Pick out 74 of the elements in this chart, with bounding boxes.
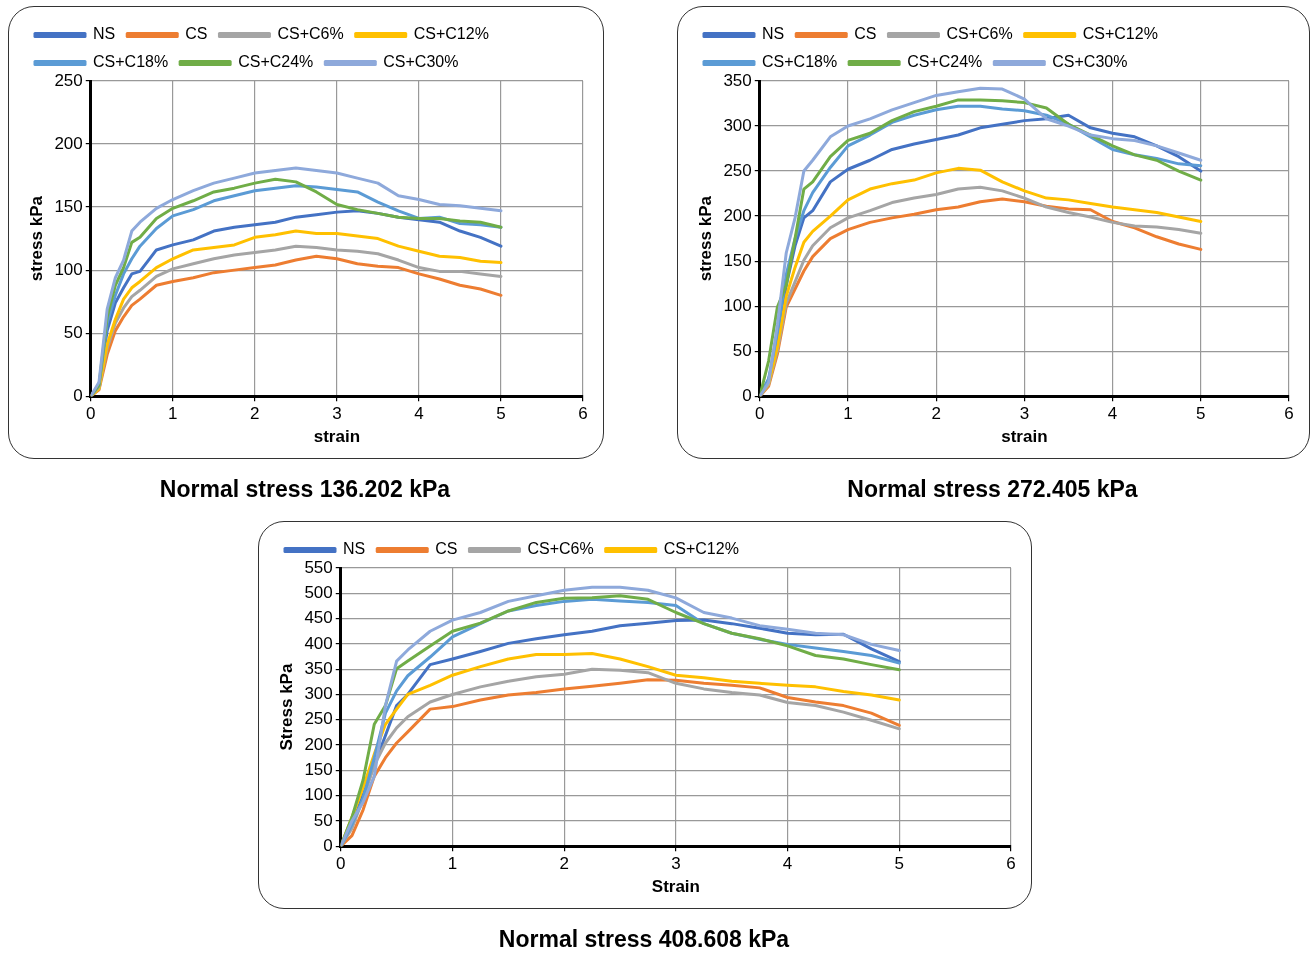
x-tick-label: 0 [336,854,346,874]
legend-label: CS+C6% [527,540,594,558]
y-axis-title: Stress kPa [276,663,296,751]
y-tick-label: 250 [54,70,83,90]
legend-label: CS+C12% [1082,25,1158,43]
y-axis-title: stress kPa [695,195,715,282]
y-tick-label: 250 [723,160,752,180]
x-tick-label: 0 [755,404,765,424]
legend-label: CS+C24% [238,53,314,71]
legend-label: NS [343,540,366,558]
x-tick-label: 1 [843,404,853,424]
legend-label: NS [93,25,116,43]
x-tick-label: 3 [332,404,342,424]
x-tick-label: 6 [578,404,588,424]
legend-label: CS [435,540,458,558]
y-tick-label: 350 [304,658,333,678]
text: Normal stress 408.608 kPa [497,926,791,953]
legend-label: CS+C18% [93,53,169,71]
y-tick-label: 200 [723,205,752,225]
y-tick-label: 500 [304,582,333,602]
x-tick-label: 5 [894,854,905,874]
x-axis-title: Strain [651,877,700,897]
y-tick-label: 0 [73,385,83,405]
x-tick-label: 6 [1006,854,1016,874]
x-axis-title: strain [1001,427,1048,447]
text: Normal stress 272.405 kPa [846,476,1139,503]
x-tick-label: 2 [931,404,941,424]
x-tick-label: 1 [447,854,458,874]
legend-label: NS [762,25,785,43]
y-tick-label: 50 [313,810,333,830]
x-tick-label: 2 [250,404,260,424]
y-tick-label: 450 [304,608,333,628]
legend-label: CS+C12% [663,540,739,558]
y-tick-label: 50 [732,340,752,360]
legend-label: CS [185,25,208,43]
x-tick-label: 3 [1019,404,1030,424]
y-tick-label: 100 [54,259,83,279]
y-tick-label: 100 [304,785,333,805]
x-tick-label: 6 [1284,404,1294,424]
y-tick-label: 300 [304,684,333,704]
y-tick-label: 550 [304,557,333,577]
x-axis-title: strain [313,427,361,447]
y-tick-label: 0 [323,835,333,855]
y-tick-label: 150 [304,760,333,780]
legend-label: CS+C6% [277,25,344,43]
x-tick-label: 0 [86,404,96,424]
y-tick-label: 350 [723,70,752,90]
legend-label: CS+C30% [383,53,459,71]
y-tick-label: 300 [723,115,752,135]
legend-label: CS [854,25,877,43]
y-tick-label: 50 [63,322,83,342]
legend-label: CS+C18% [762,53,838,71]
x-tick-label: 4 [782,854,793,874]
x-tick-label: 3 [671,854,681,874]
x-tick-label: 5 [496,404,506,424]
y-tick-label: 150 [723,250,752,270]
legend-label: CS+C30% [1052,53,1128,71]
legend-label: CS+C24% [907,53,983,71]
x-tick-label: 4 [1107,404,1118,424]
y-tick-label: 0 [742,385,752,405]
text: Normal stress 136.202 kPa [158,476,452,503]
y-tick-label: 100 [723,295,752,315]
x-tick-label: 5 [1196,404,1206,424]
x-tick-label: 4 [414,404,424,424]
legend-label: CS+C6% [946,25,1013,43]
y-tick-label: 200 [54,133,83,153]
y-tick-label: 200 [304,734,333,754]
x-tick-label: 1 [168,404,178,424]
x-tick-label: 2 [559,854,569,874]
y-tick-label: 400 [304,633,333,653]
y-axis-title: stress kPa [26,195,46,282]
y-tick-label: 250 [304,709,333,729]
legend-label: CS+C12% [413,25,489,43]
y-tick-label: 150 [54,196,83,216]
